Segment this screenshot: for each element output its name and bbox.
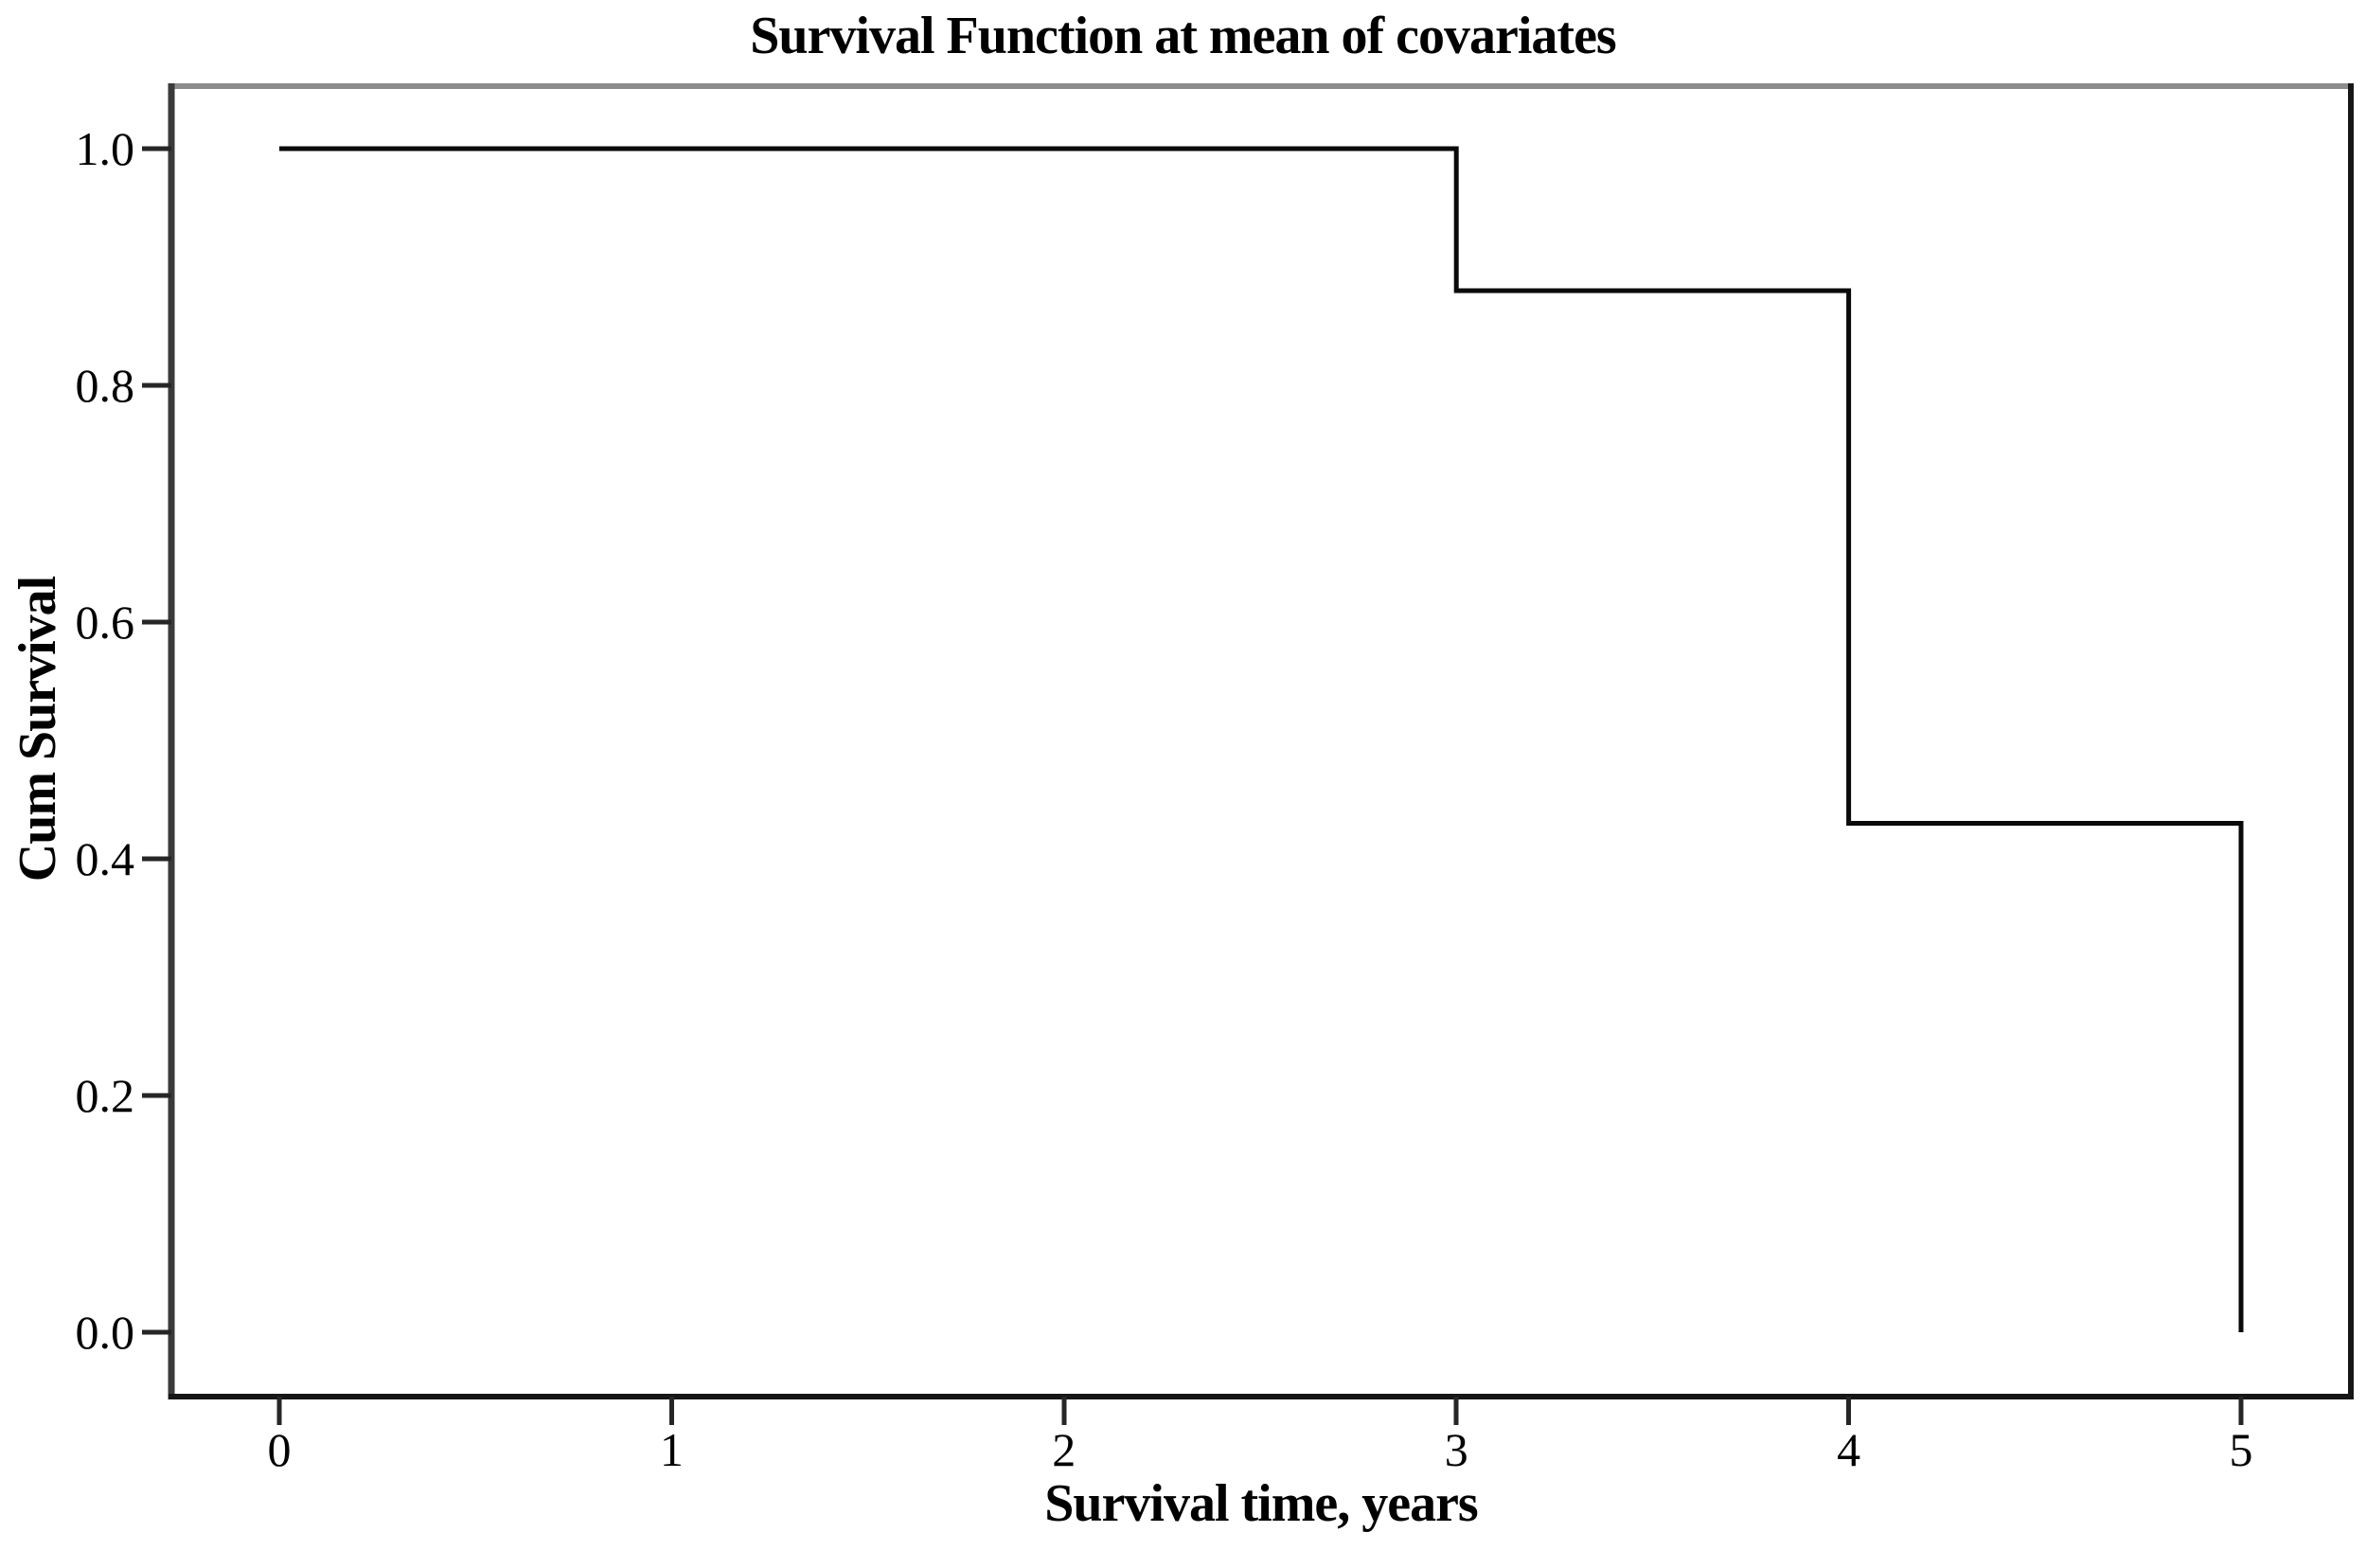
- y-tick-label: 0.0: [76, 1306, 135, 1359]
- x-tick-label: 0: [268, 1423, 292, 1476]
- chart-title: Survival Function at mean of covariates: [750, 7, 1616, 65]
- y-tick-label: 0.6: [76, 596, 135, 649]
- x-tick-label: 2: [1052, 1423, 1076, 1476]
- y-tick-label: 0.8: [76, 359, 135, 412]
- x-tick-label: 1: [660, 1423, 684, 1476]
- y-tick-label: 0.4: [76, 832, 135, 885]
- y-tick-label: 0.2: [76, 1069, 135, 1122]
- x-tick-label: 4: [1837, 1423, 1860, 1476]
- x-tick-label: 3: [1445, 1423, 1468, 1476]
- y-tick-label: 1.0: [76, 122, 135, 175]
- survival-step-line: [279, 146, 2244, 1332]
- x-tick-label: 5: [2230, 1423, 2253, 1476]
- x-axis-title: Survival time, years: [1044, 1474, 1478, 1533]
